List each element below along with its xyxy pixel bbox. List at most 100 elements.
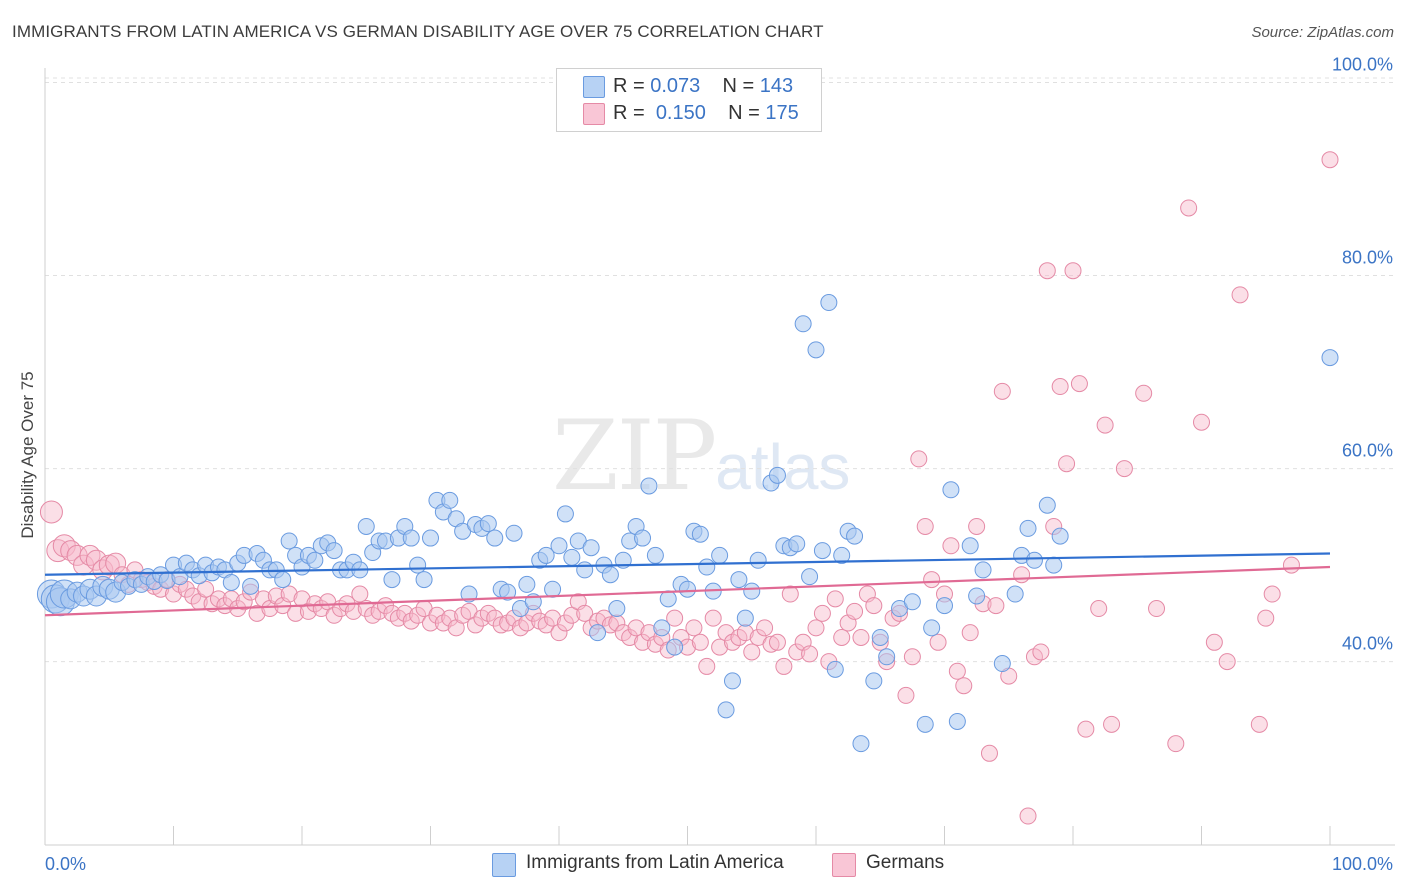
point-latin-america	[723, 672, 741, 690]
point-latin-america	[1006, 585, 1024, 603]
point-germans	[39, 500, 63, 524]
point-germans	[634, 633, 652, 651]
point-latin-america	[826, 660, 844, 678]
point-latin-america	[788, 535, 806, 553]
point-latin-america	[518, 575, 536, 593]
point-germans	[466, 616, 484, 634]
trend-lines	[44, 552, 1331, 617]
point-latin-america	[402, 529, 420, 547]
point-latin-america	[974, 561, 992, 579]
point-latin-america	[505, 524, 523, 542]
point-latin-america	[1025, 551, 1043, 569]
point-latin-america	[242, 577, 260, 595]
point-latin-america	[1321, 349, 1339, 367]
chart-title: IMMIGRANTS FROM LATIN AMERICA VS GERMAN …	[12, 22, 824, 41]
point-germans	[627, 619, 645, 637]
y-tick-label: 80.0%	[1342, 248, 1393, 268]
point-germans	[357, 600, 375, 618]
point-latin-america	[743, 582, 761, 600]
point-germans	[923, 571, 941, 589]
point-latin-america	[923, 619, 941, 637]
point-latin-america	[711, 546, 729, 564]
legend-swatch-latin-america	[492, 853, 516, 877]
point-germans	[807, 619, 825, 637]
point-latin-america	[768, 466, 786, 484]
point-germans	[775, 657, 793, 675]
legend-swatch-germans	[583, 103, 605, 125]
point-germans	[1064, 262, 1082, 280]
point-latin-america	[801, 568, 819, 586]
point-latin-america	[948, 712, 966, 730]
point-latin-america	[691, 525, 709, 543]
point-germans	[846, 602, 864, 620]
grid-lines	[45, 77, 1395, 663]
point-latin-america	[659, 590, 677, 608]
point-germans	[1013, 566, 1031, 584]
point-germans	[351, 585, 369, 603]
point-germans	[916, 517, 934, 535]
point-latin-america	[537, 546, 555, 564]
point-germans	[409, 606, 427, 624]
trend-line-germans	[44, 565, 1331, 617]
point-germans	[711, 638, 729, 656]
point-germans	[852, 628, 870, 646]
point-germans	[987, 597, 1005, 615]
point-latin-america	[736, 609, 754, 627]
point-germans	[537, 616, 555, 634]
point-germans	[1058, 455, 1076, 473]
legend-r-label: R =	[613, 75, 645, 97]
point-germans	[1103, 715, 1121, 733]
point-latin-america	[640, 477, 658, 495]
x-tick-label: 100.0%	[1332, 854, 1393, 874]
legend-swatch-latin-america	[583, 76, 605, 98]
y-tick-label: 100.0%	[1332, 54, 1393, 74]
point-latin-america	[942, 481, 960, 499]
point-latin-america	[852, 735, 870, 753]
point-latin-america	[441, 491, 459, 509]
point-germans	[1148, 600, 1166, 618]
point-germans	[961, 624, 979, 642]
point-latin-america	[1038, 496, 1056, 514]
point-germans	[621, 628, 639, 646]
point-germans	[698, 657, 716, 675]
point-germans	[1321, 151, 1339, 169]
point-germans	[595, 609, 613, 627]
point-germans	[717, 624, 735, 642]
point-germans	[903, 648, 921, 666]
watermark-atlas: atlas	[715, 431, 851, 503]
point-germans	[929, 633, 947, 651]
point-germans	[743, 643, 761, 661]
point-germans	[280, 585, 298, 603]
point-latin-america	[486, 529, 504, 547]
trend-line-latin-america	[44, 552, 1331, 576]
point-latin-america	[274, 571, 292, 589]
point-germans	[1032, 643, 1050, 661]
point-latin-america	[813, 542, 831, 560]
point-latin-america	[961, 537, 979, 555]
point-germans	[781, 585, 799, 603]
series-latin-america-points	[36, 294, 1339, 753]
legend-r-value-germans: 0.150	[655, 102, 706, 124]
point-latin-america	[993, 655, 1011, 673]
x-tick-label: 0.0%	[45, 854, 86, 874]
point-latin-america	[936, 597, 953, 615]
point-germans	[1051, 378, 1069, 396]
point-latin-america	[357, 517, 375, 535]
point-latin-america	[698, 558, 716, 576]
tick-labels: 40.0% 60.0% 80.0% 100.0% 0.0% 100.0%	[45, 54, 1393, 874]
point-germans	[1231, 286, 1249, 304]
point-germans	[955, 677, 973, 695]
point-latin-america	[383, 571, 401, 589]
point-latin-america	[749, 551, 767, 569]
point-germans	[993, 382, 1011, 400]
point-germans	[756, 619, 774, 637]
point-germans	[942, 537, 960, 555]
legend-n-label: N =	[728, 102, 760, 124]
point-germans	[267, 587, 285, 605]
point-germans	[685, 619, 703, 637]
point-germans	[441, 609, 459, 627]
point-germans	[833, 628, 851, 646]
point-latin-america	[499, 583, 517, 601]
point-germans	[1282, 556, 1300, 574]
point-latin-america	[903, 593, 921, 611]
